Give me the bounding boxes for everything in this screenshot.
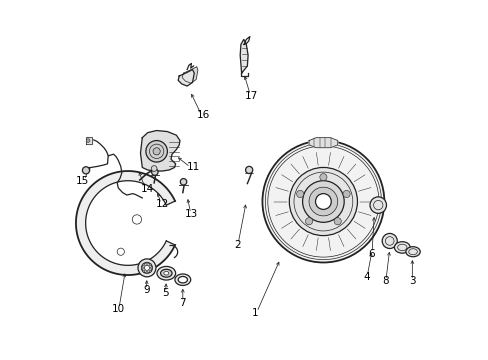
Ellipse shape: [160, 269, 172, 277]
Circle shape: [289, 167, 357, 235]
Circle shape: [145, 262, 148, 264]
Text: 13: 13: [185, 209, 198, 219]
Circle shape: [145, 271, 148, 274]
Text: 7: 7: [179, 298, 186, 308]
Circle shape: [369, 197, 386, 213]
Circle shape: [315, 194, 330, 210]
Circle shape: [245, 166, 252, 174]
Text: 17: 17: [244, 91, 258, 101]
Circle shape: [82, 167, 89, 174]
Text: 4: 4: [363, 272, 369, 282]
Circle shape: [151, 169, 158, 175]
Circle shape: [342, 190, 349, 198]
Polygon shape: [86, 137, 92, 144]
Ellipse shape: [178, 276, 187, 283]
Circle shape: [180, 179, 186, 185]
Ellipse shape: [157, 266, 175, 280]
Circle shape: [305, 218, 312, 225]
Text: 11: 11: [186, 162, 200, 172]
Text: 6: 6: [368, 248, 374, 258]
Text: 12: 12: [156, 199, 169, 210]
Polygon shape: [308, 138, 337, 148]
Circle shape: [333, 218, 341, 225]
Circle shape: [296, 190, 303, 198]
Text: 16: 16: [196, 111, 209, 121]
Text: 15: 15: [76, 176, 89, 186]
Polygon shape: [76, 171, 175, 275]
Polygon shape: [240, 40, 247, 73]
Text: 3: 3: [408, 276, 415, 286]
Text: 9: 9: [142, 285, 149, 295]
Circle shape: [144, 265, 149, 270]
Text: 10: 10: [111, 304, 124, 314]
Ellipse shape: [405, 247, 419, 257]
Circle shape: [302, 181, 344, 222]
Circle shape: [117, 248, 124, 255]
Text: 2: 2: [234, 239, 240, 249]
Polygon shape: [140, 131, 180, 171]
Circle shape: [150, 267, 152, 269]
Polygon shape: [182, 67, 198, 83]
Circle shape: [141, 267, 143, 269]
Circle shape: [153, 148, 160, 155]
Ellipse shape: [163, 271, 168, 275]
Circle shape: [149, 270, 151, 272]
Circle shape: [149, 264, 151, 266]
Circle shape: [142, 270, 144, 272]
Circle shape: [262, 140, 384, 262]
Ellipse shape: [394, 242, 409, 253]
Circle shape: [382, 233, 396, 248]
Circle shape: [319, 174, 326, 181]
Circle shape: [142, 262, 152, 273]
Circle shape: [308, 187, 337, 216]
Circle shape: [145, 140, 167, 162]
Circle shape: [142, 264, 144, 266]
Circle shape: [86, 139, 90, 142]
Text: 1: 1: [251, 308, 258, 318]
Text: 14: 14: [140, 184, 153, 194]
Circle shape: [151, 166, 157, 171]
Text: 8: 8: [381, 276, 388, 286]
Circle shape: [138, 259, 156, 277]
Polygon shape: [178, 69, 194, 86]
Circle shape: [132, 215, 142, 224]
Ellipse shape: [175, 274, 190, 285]
Text: 5: 5: [162, 288, 168, 298]
